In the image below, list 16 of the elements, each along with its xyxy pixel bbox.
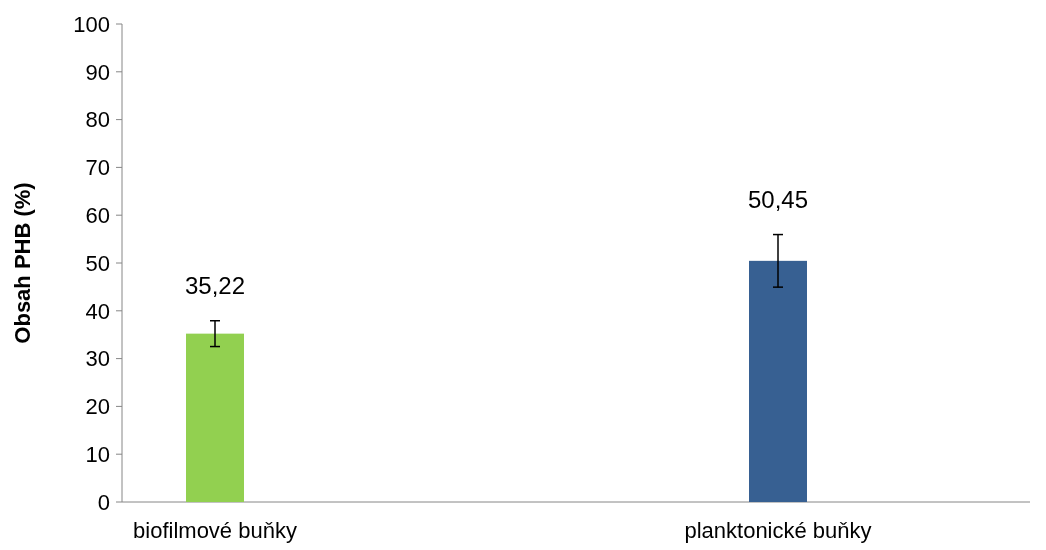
y-tick-label: 10 — [85, 441, 110, 467]
x-tick-label: biofilmové buňky — [133, 518, 297, 543]
y-tick-label: 40 — [85, 298, 110, 324]
y-tick-label: 30 — [85, 346, 110, 372]
y-tick-label: 20 — [85, 394, 110, 420]
y-tick-label: 100 — [73, 11, 110, 37]
data-label: 35,22 — [184, 271, 246, 299]
y-tick-label: 0 — [97, 489, 110, 515]
y-tick-label: 80 — [85, 107, 110, 133]
data-label: 50,45 — [747, 185, 809, 213]
y-tick-label: 70 — [85, 155, 110, 181]
y-tick-label: 50 — [85, 250, 110, 276]
y-tick-label: 60 — [85, 202, 110, 228]
y-axis-title: Obsah PHB (%) — [10, 182, 35, 344]
y-tick-label: 90 — [85, 59, 110, 85]
x-tick-label: planktonické buňky — [684, 518, 872, 543]
